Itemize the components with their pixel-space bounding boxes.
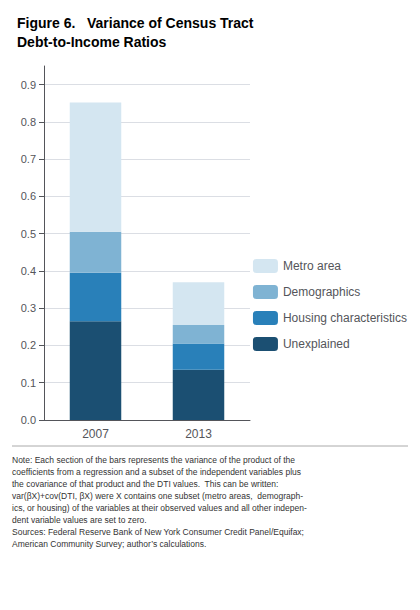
svg-text:Metro area: Metro area <box>283 259 341 273</box>
svg-text:coefficients from a regression: coefficients from a regression and a sub… <box>12 467 301 477</box>
svg-text:Demographics: Demographics <box>283 285 360 299</box>
svg-text:Unexplained: Unexplained <box>283 337 350 351</box>
svg-text:Figure 6. Variance of Census: Figure 6. Variance of Census Tract <box>17 15 254 31</box>
svg-text:0.7: 0.7 <box>21 153 36 165</box>
svg-text:0.5: 0.5 <box>21 228 36 240</box>
svg-text:dent variable values are set t: dent variable values are set to zero. <box>12 515 147 525</box>
svg-text:var(βX)+cov(DTI, βX) were X co: var(βX)+cov(DTI, βX) were X contains one… <box>12 491 303 501</box>
svg-text:2007: 2007 <box>82 427 109 441</box>
svg-text:0.0: 0.0 <box>21 414 36 426</box>
svg-text:Housing characteristics: Housing characteristics <box>283 311 407 325</box>
svg-text:ics, or housing) of the variab: ics, or housing) of the variables at the… <box>12 503 307 513</box>
svg-text:0.4: 0.4 <box>21 265 36 277</box>
svg-text:Sources: Federal Reserve Bank: Sources: Federal Reserve Bank of New Yor… <box>12 527 304 537</box>
svg-text:the covariance of that product: the covariance of that product and the D… <box>12 479 278 489</box>
svg-text:0.6: 0.6 <box>21 190 36 202</box>
svg-text:2013: 2013 <box>185 427 212 441</box>
svg-text:0.2: 0.2 <box>21 339 36 351</box>
svg-text:American Community Survey; aut: American Community Survey; author’s calc… <box>12 539 206 549</box>
svg-text:0.8: 0.8 <box>21 116 36 128</box>
svg-text:0.9: 0.9 <box>21 79 36 91</box>
svg-text:0.1: 0.1 <box>21 377 36 389</box>
svg-text:Note: Each section of the bars: Note: Each section of the bars represent… <box>12 455 295 465</box>
svg-text:0.3: 0.3 <box>21 302 36 314</box>
svg-text:Debt-to-Income Ratios: Debt-to-Income Ratios <box>17 34 167 50</box>
